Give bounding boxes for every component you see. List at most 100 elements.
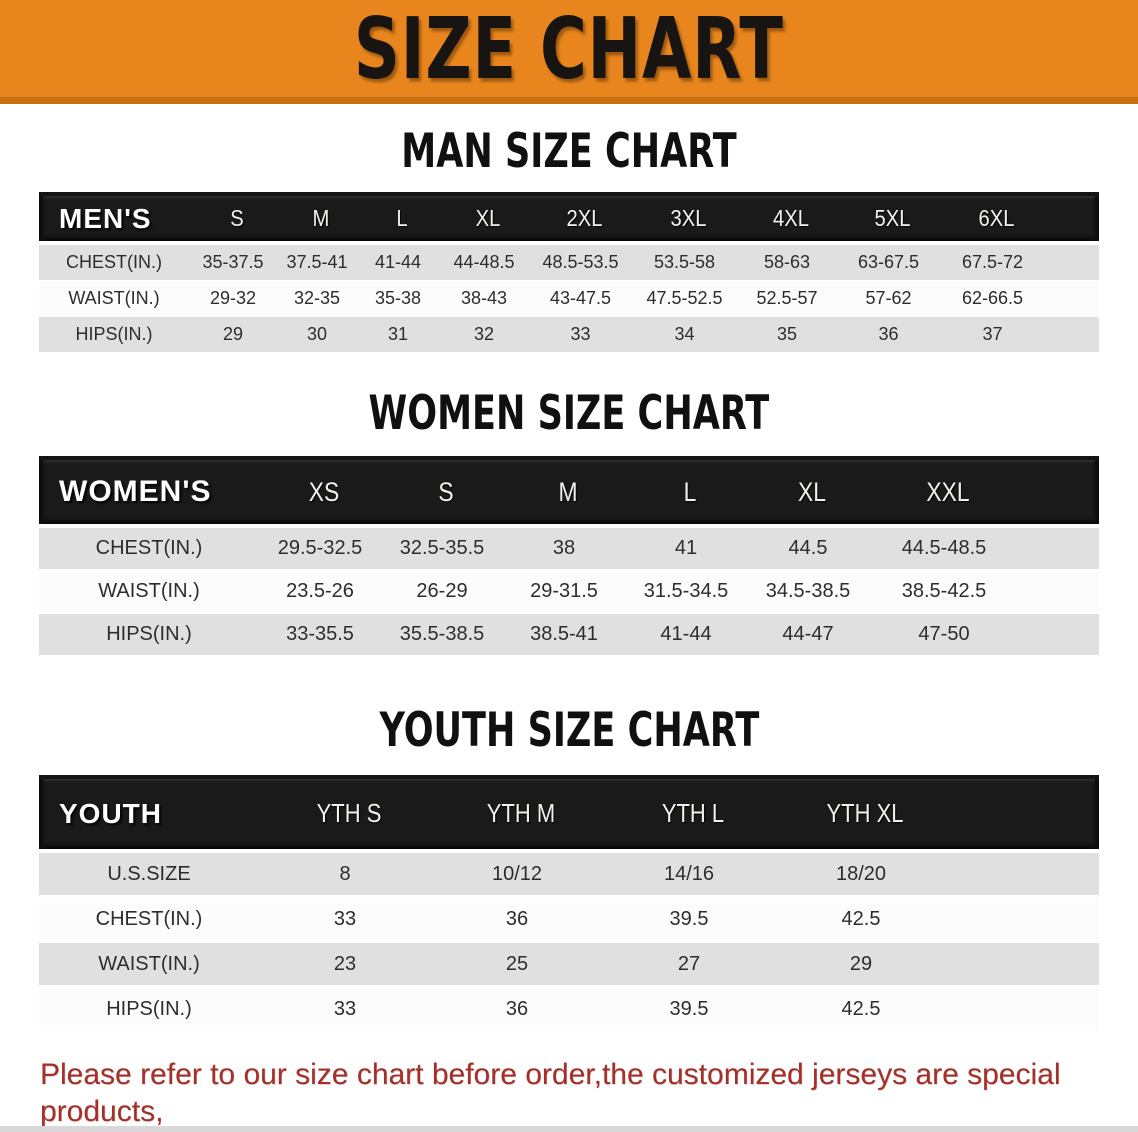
table-row-hips-in: HIPS(IN.) 29 30 31 32 33 34 35 36 37	[39, 317, 1099, 352]
table-row-chest-in: CHEST(IN.) 33 36 39.5 42.5	[39, 898, 1099, 940]
disclaimer-line1: Please refer to our size chart before or…	[40, 1058, 1061, 1128]
size-value: 8	[339, 862, 351, 885]
youth-size-table: YOUTH YTH S YTH M YTH L YTH XL U.S.SIZE 8 10/12…	[39, 775, 1099, 1030]
size-value: 26-29	[416, 580, 468, 602]
row-label: WAIST(IN.)	[68, 288, 160, 308]
size-value: 29.5-32.5	[277, 537, 363, 559]
size-value: 42.5	[841, 997, 881, 1020]
size-value: 32.5-35.5	[399, 537, 485, 559]
youth-group-label: YOUTH	[59, 798, 162, 829]
youth-table-header: YOUTH YTH S YTH M YTH L YTH XL	[39, 775, 1099, 849]
size-value: 42.5	[841, 907, 881, 930]
column-header-xxl: XXL	[926, 476, 970, 507]
size-value: 36	[505, 907, 529, 930]
row-label: HIPS(IN.)	[75, 324, 153, 344]
disclaimer: Please refer to our size chart before or…	[40, 1056, 1110, 1132]
size-value: 38	[552, 537, 576, 559]
size-value: 30	[306, 324, 328, 344]
column-header-3xl: 3XL	[670, 204, 707, 232]
column-header-6xl: 6XL	[978, 204, 1015, 232]
section-women: WOMEN SIZE CHART WOMEN'S XS S M L XL XXL CHEST(I…	[0, 384, 1138, 655]
size-value: 23.5-26	[286, 580, 354, 602]
size-value: 38.5-41	[530, 623, 598, 645]
size-value: 33	[333, 997, 357, 1020]
size-value: 35.5-38.5	[399, 623, 485, 645]
size-value: 29-32	[209, 288, 257, 308]
banner-title: SIZE CHART	[354, 0, 784, 98]
column-header-2xl: 2XL	[566, 204, 603, 232]
column-header-yth-s: YTH S	[316, 799, 382, 828]
banner: SIZE CHART	[0, 0, 1138, 104]
size-value: 33	[333, 907, 357, 930]
size-value: 43-47.5	[549, 288, 612, 308]
size-value: 14/16	[663, 862, 715, 885]
column-header-m: M	[312, 204, 330, 232]
size-value: 44.5-48.5	[901, 537, 987, 559]
section-youth: YOUTH SIZE CHART YOUTH YTH S YTH M YTH L YTH …	[0, 701, 1138, 1030]
section-title-women: WOMEN SIZE CHART	[0, 384, 1138, 441]
section-title-youth: YOUTH SIZE CHART	[0, 701, 1138, 758]
size-value: 35	[776, 324, 798, 344]
section-title-text: WOMEN SIZE CHART	[368, 384, 770, 441]
table-row-hips-in: HIPS(IN.) 33-35.5 35.5-38.5 38.5-41 41-44 44-…	[39, 614, 1099, 655]
charts-container: MAN SIZE CHART MEN'S S M L XL 2XL 3XL 4XL 5XL 6XL C…	[0, 124, 1138, 1030]
size-value: 47-50	[918, 623, 970, 645]
section-title-text: YOUTH SIZE CHART	[379, 701, 759, 758]
size-value: 44-47	[782, 623, 834, 645]
size-value: 63-67.5	[857, 252, 920, 272]
column-header-xl: XL	[475, 204, 501, 232]
section-title-men: MAN SIZE CHART	[0, 124, 1138, 177]
size-value: 58-63	[763, 252, 811, 272]
column-header-4xl: 4XL	[772, 204, 810, 232]
size-value: 57-62	[865, 288, 912, 308]
row-label: CHEST(IN.)	[95, 537, 203, 559]
column-header-m: M	[558, 476, 578, 507]
column-header-5xl: 5XL	[874, 204, 911, 232]
column-header-yth-l: YTH L	[661, 799, 725, 828]
size-value: 62-66.5	[961, 288, 1024, 308]
men-group-label: MEN'S	[59, 202, 152, 234]
size-value: 25	[505, 952, 529, 975]
row-label: CHEST(IN.)	[95, 907, 203, 930]
row-label: HIPS(IN.)	[106, 623, 192, 645]
size-value: 32	[473, 324, 495, 344]
table-row-chest-in: CHEST(IN.) 35-37.5 37.5-41 41-44 44-48.5 48.5…	[39, 245, 1099, 280]
row-label: WAIST(IN.)	[98, 952, 200, 975]
women-size-table: WOMEN'S XS S M L XL XXL CHEST(IN.) 29.5-32.5 32.5…	[39, 456, 1099, 655]
size-value: 37.5-41	[286, 252, 348, 272]
size-value: 44-48.5	[453, 252, 515, 272]
size-value: 34	[674, 324, 695, 344]
size-value: 37	[982, 324, 1003, 344]
size-value: 10/12	[491, 862, 543, 885]
column-header-l: L	[396, 204, 408, 232]
size-value: 33-35.5	[286, 623, 354, 645]
table-row-hips-in: HIPS(IN.) 33 36 39.5 42.5	[39, 988, 1099, 1030]
size-value: 31	[387, 324, 409, 344]
size-value: 52.5-57	[756, 288, 818, 308]
section-men: MAN SIZE CHART MEN'S S M L XL 2XL 3XL 4XL 5XL 6XL C…	[0, 124, 1138, 352]
row-label: HIPS(IN.)	[106, 997, 192, 1020]
table-row-waist-in: WAIST(IN.) 23 25 27 29	[39, 943, 1099, 985]
men-table-header: MEN'S S M L XL 2XL 3XL 4XL 5XL 6XL	[39, 192, 1099, 241]
size-value: 41-44	[374, 252, 422, 272]
size-value: 32-35	[293, 288, 341, 308]
size-value: 47.5-52.5	[646, 288, 723, 308]
size-value: 36	[505, 997, 529, 1020]
table-row-waist-in: WAIST(IN.) 29-32 32-35 35-38 38-43 43-47.5 47.…	[39, 281, 1099, 316]
size-value: 35-38	[374, 288, 422, 308]
size-value: 29-31.5	[530, 580, 598, 602]
women-group-label: WOMEN'S	[59, 475, 212, 508]
column-header-xs: XS	[308, 476, 340, 507]
size-value: 29	[222, 324, 244, 344]
bottom-edge-divider	[0, 1126, 1138, 1132]
size-value: 41	[674, 537, 698, 559]
size-value: 35-37.5	[202, 252, 264, 272]
column-header-s: S	[438, 476, 454, 507]
size-value: 31.5-34.5	[643, 580, 729, 602]
row-label: U.S.SIZE	[107, 862, 191, 885]
column-header-l: L	[683, 476, 697, 507]
column-header-s: S	[230, 204, 244, 232]
men-size-table: MEN'S S M L XL 2XL 3XL 4XL 5XL 6XL CHEST(IN.) 35-37…	[39, 192, 1099, 352]
size-value: 27	[677, 952, 701, 975]
table-row-chest-in: CHEST(IN.) 29.5-32.5 32.5-35.5 38 41 44.5 44.5…	[39, 528, 1099, 569]
